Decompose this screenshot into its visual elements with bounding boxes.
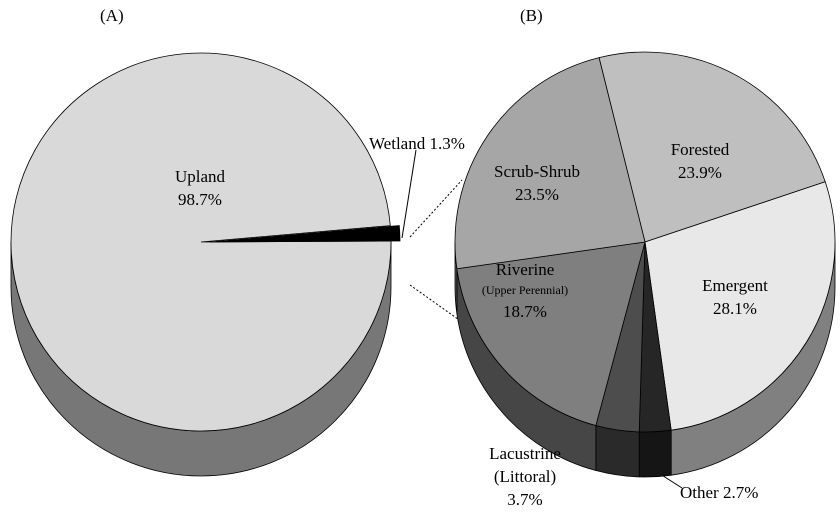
pie-slice [644,181,836,431]
category-label: Wetland [369,134,426,153]
slice-label: Scrub-Shrub 23.5% [494,160,580,206]
value-label: 28.1% [713,299,757,318]
pie-side [595,425,640,478]
slice-label: Emergent 28.1% [702,274,768,320]
category-label: Forested [670,140,730,159]
slice-label: Other 2.7% [680,481,758,504]
chart-title: (A) [100,6,124,25]
connector [409,179,463,238]
category-label: Scrub-Shrub [494,162,580,181]
value-label: 18.7% [503,302,547,321]
category-label: Emergent [702,276,768,295]
pie-slice [209,225,401,243]
value-label: 23.5% [515,185,559,204]
value-label: 2.7% [722,483,759,502]
category-label: Riverine (Upper Perennial) [481,260,569,297]
category-label: Upland [174,167,226,186]
value-label: 1.3% [429,134,465,153]
category-label: Other [680,483,719,502]
chart-title: (B) [520,6,543,25]
slice-label: Wetland 1.3% [369,132,465,155]
pie-side [638,429,672,478]
category-label: Lacustrine (Littoral) [489,444,561,486]
slice-label: Forested 23.9% [671,138,730,184]
leader-line [401,149,417,239]
slice-label: Lacustrine (Littoral) 3.7% [489,442,561,511]
value-label: 98.7% [178,190,222,209]
slice-label: Upland 98.7% [175,165,225,211]
pie-slice [598,51,826,243]
pie-slice [456,241,646,427]
value-label: 23.9% [678,163,722,182]
connector [409,284,463,323]
value-label: 3.7% [507,490,543,509]
pie-slice [454,57,646,270]
slice-label: Riverine (Upper Perennial) 18.7% [464,260,586,323]
pie-slice [10,52,392,432]
